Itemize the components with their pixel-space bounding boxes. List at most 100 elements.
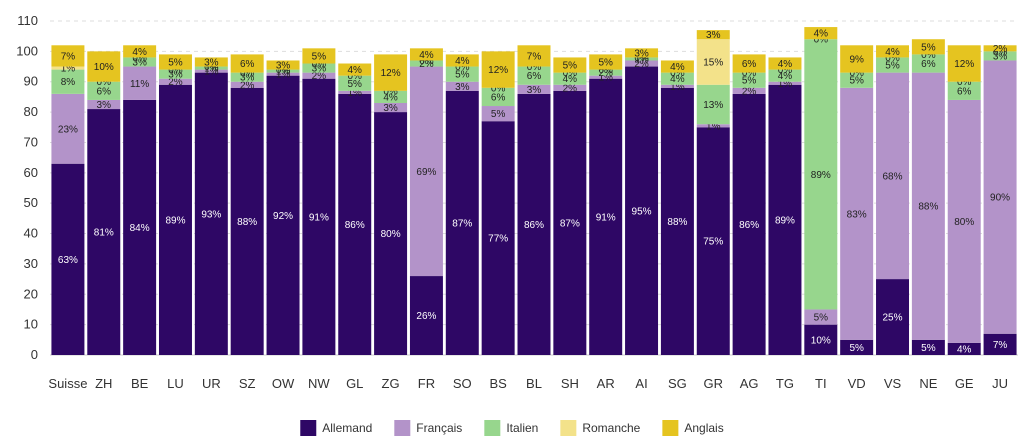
bar-segment [158,54,192,70]
x-tick-label: UR [202,376,221,391]
bar-segment [732,93,766,356]
legend-label: Anglais [684,421,723,435]
x-tick-label: ZH [95,376,112,391]
data-label: 12% [954,59,974,70]
legend-swatch [484,420,501,436]
data-label: 6% [957,86,972,97]
data-label: 5% [491,109,506,120]
bar-segment [158,78,192,85]
data-label: 5% [921,343,936,354]
data-label: 1% [61,64,76,75]
data-label: 5% [814,313,829,324]
bar-segment [194,57,228,67]
data-label: 5% [455,70,470,81]
data-label: 6% [240,59,255,70]
data-label: 4% [778,71,793,82]
y-tick-label: 10 [24,317,38,332]
legend-label: Français [416,421,462,435]
x-tick-label: ZG [382,376,400,391]
bar-segment [840,45,874,73]
bar-segment [266,72,300,76]
data-label: 0% [312,59,327,70]
data-label: 2% [993,44,1008,55]
bar-segment [87,109,121,355]
x-tick-label: AI [635,376,647,391]
bar-segment [517,84,551,94]
data-label: 4% [885,47,900,58]
data-label: 3% [455,82,470,93]
y-tick-label: 50 [24,195,38,210]
data-label: 0% [921,50,936,61]
bar-segment [481,106,515,122]
data-label: 15% [703,57,723,68]
data-label: 4% [670,62,685,73]
data-label: 0% [885,53,900,64]
data-label: 1% [598,73,613,84]
data-label: 2% [312,71,327,82]
data-label: 0% [168,65,183,76]
bar-segment [230,72,264,82]
bar-segment [123,99,157,355]
x-tick-label: SO [453,376,472,391]
bar-segment [374,102,408,113]
data-label: 5% [742,76,757,87]
x-tick-label: BE [131,376,149,391]
bar-segment [660,72,694,85]
data-label: 0% [814,35,829,46]
data-label: 26% [416,311,436,322]
bar-segment [51,163,85,355]
bar-segment [338,90,372,94]
data-label: 4% [383,92,398,103]
bar-segment [840,339,874,355]
data-label: 3% [240,73,255,84]
bar-segment [302,63,336,73]
data-label: 0% [634,53,649,64]
data-label: 2% [742,86,757,97]
bar-segment [158,84,192,355]
bar-segment [983,60,1017,334]
data-label: 10% [811,335,831,346]
bar-segment [374,90,408,103]
bar-segment [911,39,945,55]
bar-segment [947,342,981,355]
data-label: 87% [452,218,472,229]
bar-segment [194,69,228,73]
bar-segment [194,72,228,356]
data-label: 77% [488,234,508,245]
data-label: 12% [381,68,401,79]
bar-segment [625,57,659,61]
bar-segment [625,66,659,356]
data-label: 3% [204,57,219,68]
bar-segment [158,69,192,79]
data-label: 7% [527,51,542,62]
bar-segment [768,69,802,82]
data-label: 3% [706,30,721,41]
data-label: 12% [488,65,508,76]
data-label: 0% [491,83,506,94]
data-label: 0% [742,68,757,79]
bar-segment [87,81,121,100]
bar-segment [517,66,551,85]
bar-segment [409,276,443,355]
data-label: 86% [739,220,759,231]
data-label: 0% [527,62,542,73]
legend-swatch [394,420,411,436]
data-label: 0% [348,71,363,82]
bar-segment [804,39,838,310]
bar-segment [804,324,838,355]
data-label: 2% [563,83,578,94]
data-label: 2% [168,77,183,88]
data-label: 0% [455,62,470,73]
x-tick-label: OW [272,376,295,391]
bars: 63%23%8%1%7%Suisse81%3%6%0%10%ZH84%11%3%… [48,27,1017,391]
x-tick-label: BL [526,376,542,391]
legend: Allemand Français Italien Romanche Anglais [300,420,724,436]
data-label: 1% [778,79,793,90]
data-label: 89% [165,215,185,226]
data-label: 4% [563,74,578,85]
bar-segment [696,124,730,128]
bar-segment [660,60,694,73]
x-tick-label: TI [815,376,827,391]
